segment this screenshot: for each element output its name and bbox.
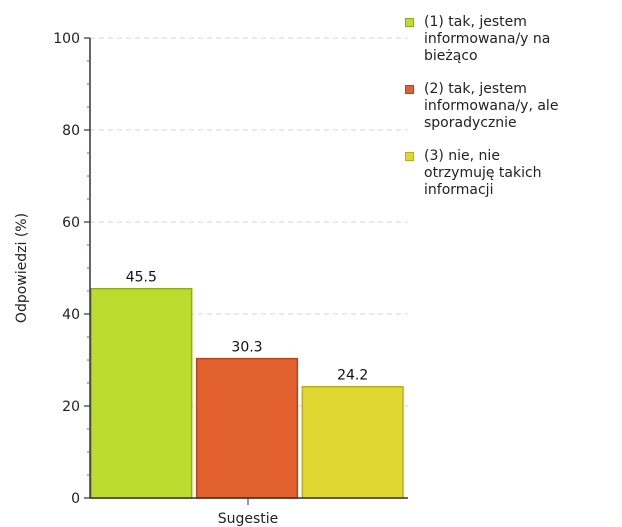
legend: (1) tak, jestem informowana/y na bieżąco… [405,14,620,215]
legend-label-1: (1) tak, jestem informowana/y na bieżąco [424,14,551,64]
x-axis-label: Sugestie [218,511,279,527]
bar-3 [301,385,404,499]
bar-value-label-2: 30.3 [231,340,262,356]
bar-value-label-3: 24.2 [337,368,368,384]
legend-label-3: (3) nie, nie otrzymuję takich informacji [424,148,542,198]
legend-item-1: (1) tak, jestem informowana/y na bieżąco [405,14,620,65]
y-tick-label: 20 [62,399,80,415]
y-tick-label: 100 [53,31,80,47]
legend-swatch-2 [405,85,414,94]
y-tick-label: 60 [62,215,80,231]
y-tick-label: 80 [62,123,80,139]
legend-swatch-3 [405,152,414,161]
legend-item-3: (3) nie, nie otrzymuję takich informacji [405,148,620,199]
y-tick-label: 0 [71,491,80,507]
bars [90,287,404,499]
legend-label-2: (2) tak, jestem informowana/y, ale spora… [424,81,559,131]
bar-2 [195,357,299,499]
legend-item-2: (2) tak, jestem informowana/y, ale spora… [405,81,620,132]
y-tick-label: 40 [62,307,80,323]
y-axis-label: Odpowiedzi (%) [14,213,30,323]
value-labels: 45.5 30.3 24.2 [126,270,369,384]
y-ticks: 0 20 40 60 80 100 [53,31,90,507]
bar-value-label-1: 45.5 [126,270,157,286]
legend-swatch-1 [405,18,414,27]
bar-1 [90,287,193,499]
